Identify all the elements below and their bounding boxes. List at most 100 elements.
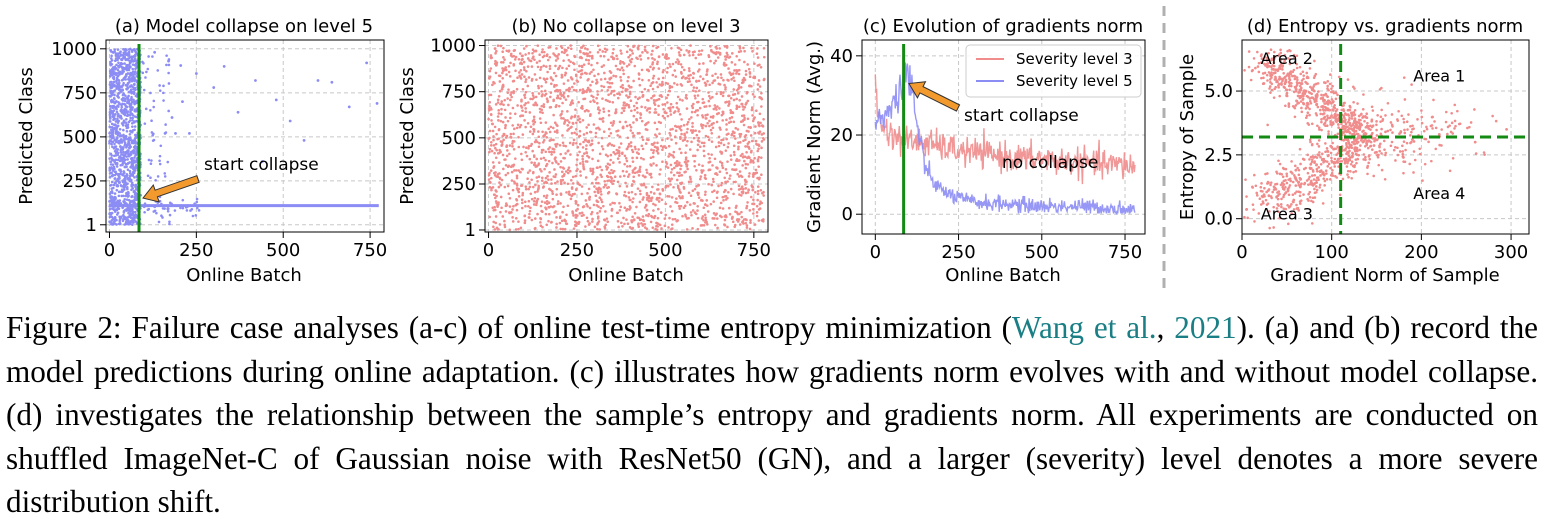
data-point: [551, 197, 555, 201]
data-point: [593, 74, 596, 78]
data-point: [488, 129, 492, 133]
data-point: [123, 154, 127, 158]
data-point: [1409, 124, 1412, 128]
data-point: [629, 141, 633, 144]
data-point: [1281, 175, 1285, 179]
data-point: [669, 205, 672, 208]
data-point: [570, 100, 573, 104]
data-point: [585, 131, 589, 135]
data-point: [1308, 107, 1311, 111]
data-point: [110, 59, 114, 62]
data-point: [702, 149, 706, 153]
data-point: [120, 105, 124, 109]
data-point: [685, 93, 688, 97]
data-point: [538, 76, 542, 80]
data-point: [609, 92, 613, 95]
data-point: [569, 178, 573, 182]
data-point: [496, 204, 499, 207]
data-point: [1396, 153, 1400, 157]
data-point: [607, 58, 610, 62]
data-point: [505, 154, 509, 158]
data-point: [501, 67, 504, 70]
data-point: [720, 181, 724, 185]
data-point: [598, 152, 602, 156]
data-point: [114, 172, 118, 176]
data-point: [1353, 108, 1357, 112]
data-point: [623, 206, 627, 210]
data-point: [669, 65, 672, 68]
data-point: [1456, 109, 1459, 113]
data-point: [1296, 166, 1299, 170]
data-point: [649, 84, 652, 88]
data-point: [693, 94, 697, 98]
data-point: [544, 92, 548, 96]
data-point: [493, 196, 497, 200]
data-point: [575, 133, 579, 136]
data-point: [669, 171, 673, 174]
data-point: [624, 156, 628, 160]
data-point: [132, 90, 136, 94]
data-point: [597, 220, 601, 223]
data-point: [676, 219, 680, 222]
data-point: [599, 198, 603, 201]
data-point: [544, 150, 548, 154]
data-point: [756, 192, 760, 196]
data-point: [729, 111, 733, 115]
data-point: [761, 191, 764, 195]
panel-a-annotation: start collapse: [142, 155, 319, 203]
data-point: [531, 185, 535, 189]
data-point: [596, 176, 599, 179]
data-point: [512, 147, 516, 151]
data-point: [725, 137, 728, 141]
data-point: [1251, 186, 1255, 189]
data-point: [572, 227, 576, 230]
data-point: [649, 190, 653, 194]
data-point: [512, 140, 516, 143]
data-point: [650, 214, 653, 218]
data-point: [1430, 159, 1433, 163]
data-point: [682, 123, 686, 127]
data-point: [647, 88, 650, 92]
data-point: [149, 162, 153, 166]
data-point: [518, 170, 522, 174]
data-point: [664, 184, 668, 188]
data-point: [599, 206, 603, 210]
data-point: [685, 162, 688, 166]
data-point: [754, 139, 758, 143]
data-point: [601, 97, 604, 100]
data-point: [663, 103, 667, 106]
data-point: [548, 55, 552, 59]
data-point: [122, 174, 125, 177]
data-point: [1284, 207, 1288, 211]
data-point: [1328, 82, 1332, 86]
panel-b-grid: [485, 40, 768, 232]
data-point: [1331, 90, 1335, 94]
data-point: [561, 101, 564, 105]
data-point: [495, 63, 498, 67]
data-point: [716, 226, 719, 230]
data-point: [1285, 174, 1289, 178]
data-point: [638, 189, 642, 193]
data-point: [195, 200, 199, 204]
data-point: [588, 222, 591, 225]
data-point: [124, 94, 127, 97]
data-point: [534, 95, 538, 99]
data-point: [757, 219, 761, 222]
data-point: [600, 89, 604, 92]
data-point: [110, 125, 114, 129]
data-point: [1247, 65, 1251, 69]
data-point: [713, 79, 717, 82]
data-point: [114, 151, 118, 155]
data-point: [174, 131, 177, 135]
data-point: [163, 131, 167, 135]
data-point: [514, 216, 518, 220]
data-point: [520, 198, 524, 202]
data-point: [583, 90, 586, 93]
data-point: [586, 86, 590, 90]
data-point: [643, 48, 647, 51]
data-point: [590, 181, 594, 185]
data-point: [628, 59, 632, 62]
data-point: [1405, 141, 1409, 145]
data-point: [144, 107, 148, 111]
data-point: [733, 92, 737, 96]
